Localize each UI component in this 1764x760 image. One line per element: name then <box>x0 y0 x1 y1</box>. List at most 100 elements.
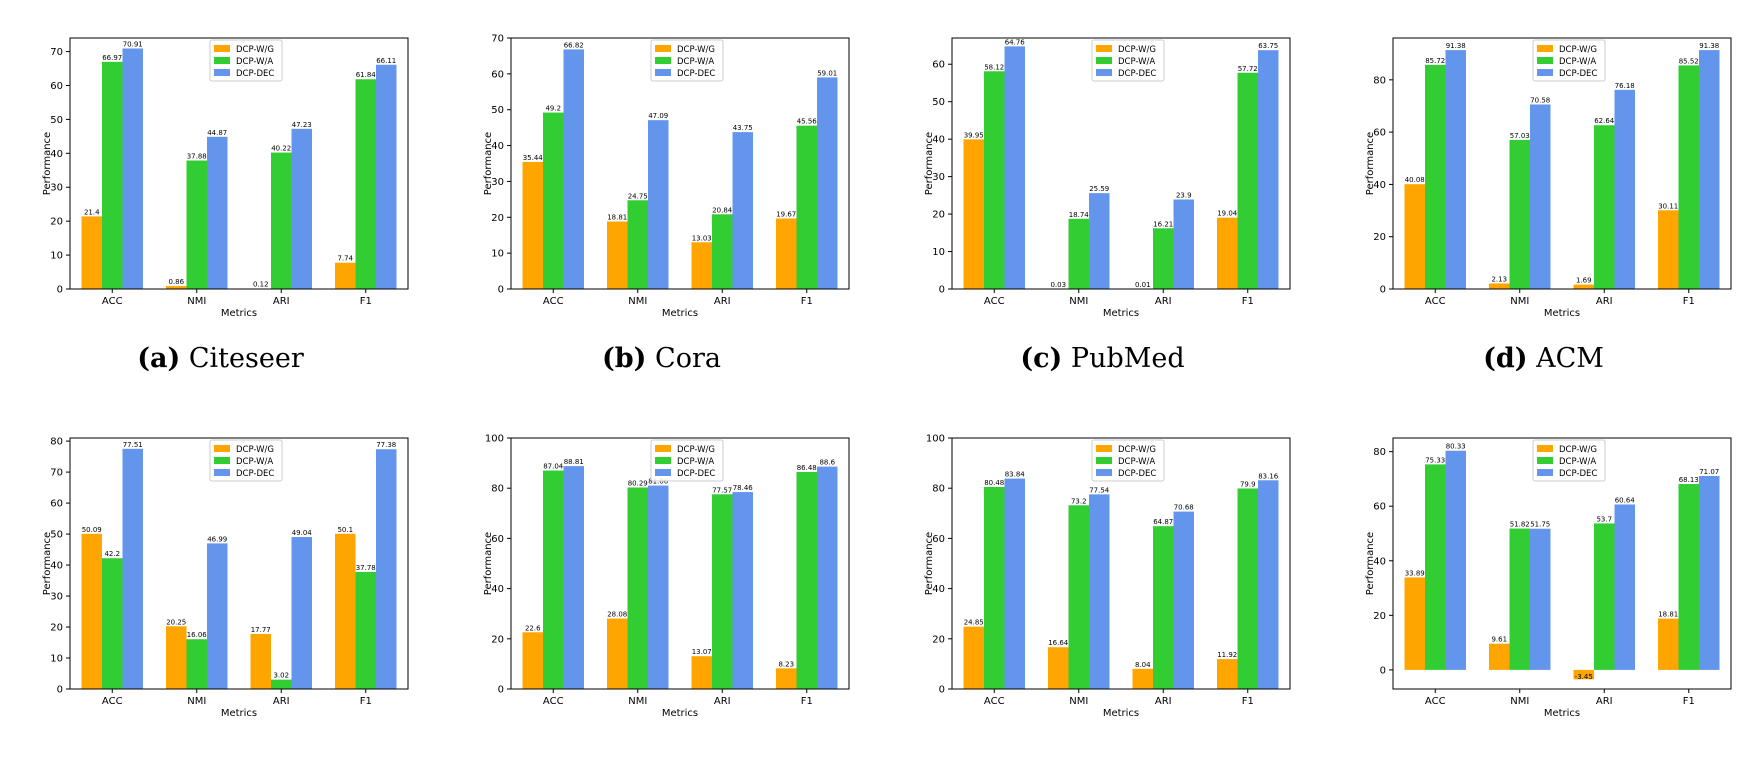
legend-label-dec: DCP-DEC <box>1559 69 1597 79</box>
bar-wa-ari <box>1153 228 1174 289</box>
y-tick-label: 20 <box>1373 611 1386 622</box>
data-label-wa-ari: 3.02 <box>273 672 289 680</box>
legend-label-wa: DCP-W/A <box>1559 457 1596 467</box>
data-label-dec-nmi: 44.87 <box>207 129 227 137</box>
y-tick-label: 20 <box>1373 232 1386 243</box>
bar-dec-ari <box>292 537 313 689</box>
y-tick-label: 70 <box>50 468 63 479</box>
bar-dec-acc <box>1446 50 1467 289</box>
bar-dec-ari <box>1174 512 1195 689</box>
data-label-wg-ari: 17.77 <box>251 626 271 634</box>
legend-swatch-wa <box>1537 457 1553 464</box>
x-tick-label-ari: ARI <box>1155 296 1172 307</box>
bar-wa-ari <box>712 214 733 289</box>
data-label-wa-ari: 62.64 <box>1594 117 1615 125</box>
chart-svg-a: 01020304050607021.466.9770.91ACC0.8637.8… <box>0 0 441 360</box>
bar-wg-ari <box>692 656 713 689</box>
legend-label-wg: DCP-W/G <box>1559 45 1597 55</box>
bar-wa-nmi <box>187 639 208 689</box>
bar-dec-acc <box>1005 479 1026 689</box>
legend-label-dec: DCP-DEC <box>1559 469 1597 479</box>
bar-wa-f1 <box>797 472 818 689</box>
data-label-wg-nmi: 18.81 <box>607 214 627 222</box>
y-axis-label: Performance <box>483 532 494 595</box>
data-label-wg-acc: 21.4 <box>84 208 100 216</box>
x-tick-label-acc: ACC <box>984 296 1005 307</box>
y-tick-label: 0 <box>939 285 945 296</box>
data-label-wa-acc: 75.33 <box>1425 456 1445 464</box>
y-axis-label: Performance <box>1365 132 1376 195</box>
caption-title: PubMed <box>1062 343 1184 374</box>
bar-dec-ari <box>733 492 754 689</box>
bar-dec-acc <box>1005 46 1026 289</box>
bar-wa-nmi <box>628 200 649 289</box>
y-tick-label: 20 <box>50 623 63 634</box>
y-tick-label: 20 <box>932 210 945 221</box>
bar-wa-ari <box>271 680 292 689</box>
y-tick-label: 60 <box>50 499 63 510</box>
data-label-wa-nmi: 24.75 <box>628 192 648 200</box>
data-label-wg-ari: 8.04 <box>1135 661 1151 669</box>
data-label-wg-f1: 8.23 <box>778 660 794 668</box>
bar-wg-f1 <box>1658 619 1679 670</box>
bar-wg-acc <box>82 534 103 689</box>
data-label-wa-ari: 40.22 <box>271 145 291 153</box>
data-label-dec-acc: 91.38 <box>1446 42 1466 50</box>
legend-label-wa: DCP-W/A <box>236 57 273 67</box>
legend-swatch-wg <box>655 445 671 452</box>
bar-wg-acc <box>964 627 985 689</box>
data-label-wg-ari: 13.03 <box>692 234 712 242</box>
bar-dec-nmi <box>1530 104 1551 289</box>
legend-label-wa: DCP-W/A <box>1118 57 1155 67</box>
bar-dec-f1 <box>376 65 397 289</box>
bar-dec-acc <box>123 449 144 689</box>
caption-label: (b) <box>602 343 646 374</box>
legend-label-wg: DCP-W/G <box>1118 45 1156 55</box>
legend-label-wg: DCP-W/G <box>1559 445 1597 455</box>
x-tick-label-f1: F1 <box>1683 696 1695 707</box>
y-tick-label: 80 <box>50 437 63 448</box>
legend-swatch-wg <box>214 45 230 52</box>
bar-wg-ari <box>251 634 272 689</box>
bar-dec-f1 <box>817 467 838 689</box>
legend-swatch-wa <box>214 457 230 464</box>
data-label-wa-f1: 79.9 <box>1240 480 1256 488</box>
y-tick-label: 0 <box>939 685 945 696</box>
y-axis-label: Performance <box>924 532 935 595</box>
bar-wg-nmi <box>1048 647 1069 689</box>
bar-wg-acc <box>523 632 544 689</box>
bar-wg-f1 <box>776 668 797 689</box>
data-label-wg-ari: 1.69 <box>1576 277 1592 285</box>
x-tick-label-nmi: NMI <box>1069 296 1088 307</box>
legend-label-dec: DCP-DEC <box>236 69 274 79</box>
bar-wa-f1 <box>1238 488 1259 689</box>
bar-wa-nmi <box>187 161 208 289</box>
bar-dec-acc <box>564 49 585 289</box>
x-tick-label-ari: ARI <box>714 696 731 707</box>
bar-wa-ari <box>1594 125 1615 289</box>
data-label-wg-acc: 50.09 <box>82 526 102 534</box>
x-tick-label-nmi: NMI <box>1510 296 1529 307</box>
x-axis-label: Metrics <box>662 308 698 319</box>
x-tick-label-f1: F1 <box>801 696 813 707</box>
bar-wa-ari <box>1594 523 1615 670</box>
x-axis-label: Metrics <box>221 708 257 719</box>
y-tick-label: 10 <box>50 654 63 665</box>
data-label-dec-f1: 83.16 <box>1258 472 1279 480</box>
data-label-wa-ari: 77.57 <box>712 486 732 494</box>
x-tick-label-ari: ARI <box>1596 296 1613 307</box>
data-label-wa-f1: 68.13 <box>1679 476 1699 484</box>
data-label-wa-nmi: 73.2 <box>1071 497 1087 505</box>
bar-wa-ari <box>271 153 292 289</box>
chart-svg-e: 0102030405060708050.0942.277.51ACC20.251… <box>0 400 441 760</box>
bar-dec-f1 <box>817 77 838 289</box>
